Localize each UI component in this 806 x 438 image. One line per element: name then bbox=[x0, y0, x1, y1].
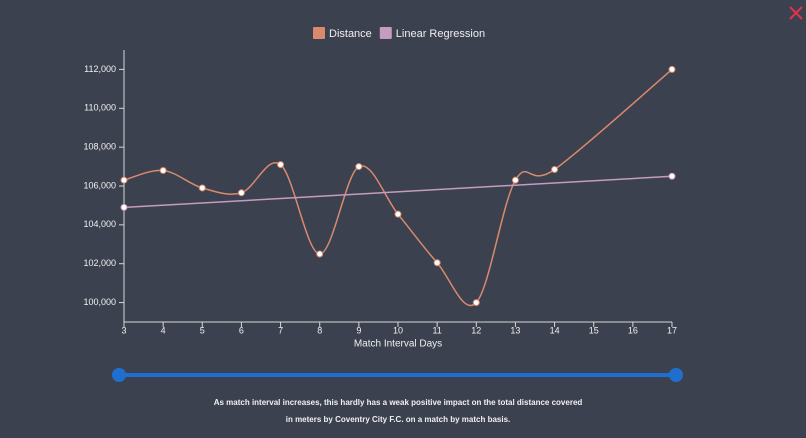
point bbox=[433, 259, 441, 267]
x-tick-label: 8 bbox=[317, 325, 322, 335]
y-tick-label: 104,000 bbox=[83, 219, 116, 229]
x-tick-label: 12 bbox=[471, 325, 481, 335]
x-tick-label: 6 bbox=[239, 325, 244, 335]
point bbox=[316, 250, 324, 258]
x-axis-label: Match Interval Days bbox=[354, 339, 442, 350]
caption: in meters by Coventry City F.C. on a mat… bbox=[286, 415, 511, 424]
point bbox=[237, 189, 245, 197]
point bbox=[120, 203, 128, 211]
point bbox=[668, 172, 676, 180]
slider-handle[interactable] bbox=[112, 368, 126, 382]
point bbox=[277, 161, 285, 169]
x-tick-label: 10 bbox=[393, 325, 403, 335]
line bbox=[123, 68, 673, 307]
point bbox=[355, 163, 363, 171]
legend-label: Distance bbox=[329, 28, 372, 40]
y-tick-label: 106,000 bbox=[83, 180, 116, 190]
point bbox=[668, 65, 676, 73]
point bbox=[551, 165, 559, 173]
range-slider bbox=[112, 368, 683, 382]
point bbox=[394, 210, 402, 218]
caption: As match interval increases, this hardly… bbox=[214, 398, 583, 407]
x-tick-label: 13 bbox=[510, 325, 520, 335]
x-tick-label: 15 bbox=[589, 325, 599, 335]
line bbox=[123, 175, 673, 209]
y-tick-label: 108,000 bbox=[83, 142, 116, 152]
y-tick-label: 102,000 bbox=[83, 258, 116, 268]
point bbox=[511, 176, 519, 184]
point bbox=[198, 184, 206, 192]
y-tick-label: 112,000 bbox=[84, 64, 116, 74]
y-tick-label: 100,000 bbox=[83, 297, 116, 307]
legend-swatch bbox=[379, 27, 392, 39]
y-tick-label: 110,000 bbox=[84, 103, 116, 113]
x-tick-label: 5 bbox=[200, 325, 205, 335]
point bbox=[159, 166, 167, 174]
x-tick-label: 4 bbox=[161, 325, 166, 335]
x-tick-label: 3 bbox=[121, 325, 126, 335]
point bbox=[472, 299, 480, 307]
x-tick-label: 11 bbox=[432, 325, 441, 335]
legend-label: Linear Regression bbox=[396, 28, 485, 40]
x-tick-label: 9 bbox=[356, 325, 361, 335]
x-tick-label: 7 bbox=[278, 325, 283, 335]
point bbox=[120, 176, 128, 184]
x-tick-label: 17 bbox=[667, 325, 677, 335]
slider-handle[interactable] bbox=[669, 368, 683, 382]
close-button[interactable] bbox=[789, 6, 803, 20]
legend-swatch bbox=[313, 27, 325, 39]
x-tick-label: 14 bbox=[550, 325, 560, 335]
close-icon bbox=[789, 6, 803, 20]
x-tick-label: 16 bbox=[628, 325, 638, 335]
